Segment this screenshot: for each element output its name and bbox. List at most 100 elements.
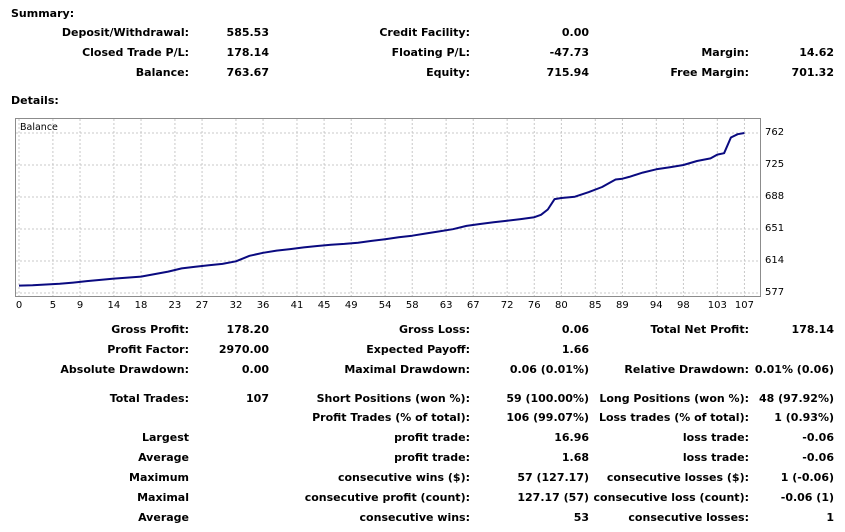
maximum-label: Maximum <box>129 471 189 484</box>
x-tick-label: 54 <box>378 300 392 311</box>
largest-label: Largest <box>142 431 189 444</box>
gross-profit-value: 178.20 <box>226 323 269 336</box>
x-tick-label: 18 <box>134 300 148 311</box>
maximal-consec-loss-value: -0.06 (1) <box>780 491 834 504</box>
margin-value: 14.62 <box>799 46 834 59</box>
gross-loss-label: Gross Loss: <box>399 323 470 336</box>
x-tick-label: 36 <box>256 300 270 311</box>
profit-trades-value: 106 (99.07%) <box>506 411 589 424</box>
average-loss-value: -0.06 <box>802 451 834 464</box>
average-loss-label: loss trade: <box>682 451 749 464</box>
average2-label: Average <box>138 511 189 524</box>
max-consec-losses-value: 1 (-0.06) <box>780 471 834 484</box>
summary-heading: Summary: <box>11 7 75 20</box>
y-tick-label: 762 <box>765 127 785 138</box>
x-tick-label: 80 <box>555 300 568 311</box>
x-tick-label: 5 <box>49 300 57 311</box>
y-tick-label: 577 <box>765 287 785 298</box>
free-margin-label: Free Margin: <box>670 66 749 79</box>
x-tick-label: 23 <box>168 300 182 311</box>
expected-payoff-label: Expected Payoff: <box>366 343 470 356</box>
y-tick-label: 614 <box>765 255 785 266</box>
total-trades-label: Total Trades: <box>109 392 189 405</box>
maximal-drawdown-value: 0.06 (0.01%) <box>509 363 589 376</box>
loss-trades-value: 1 (0.93%) <box>774 411 834 424</box>
max-consec-wins-value: 57 (127.17) <box>517 471 589 484</box>
loss-trades-label: Loss trades (% of total): <box>598 411 749 424</box>
x-tick-label: 98 <box>677 300 690 311</box>
avg-consec-losses-value: 1 <box>826 511 834 524</box>
chart-series-label: Balance <box>20 122 58 133</box>
y-tick-label: 651 <box>765 223 785 234</box>
equity-value: 715.94 <box>546 66 589 79</box>
short-positions-value: 59 (100.00%) <box>506 392 589 405</box>
maximal-consec-loss-label: consecutive loss (count): <box>593 491 749 504</box>
x-tick-label: 89 <box>616 300 629 311</box>
balance-series-line <box>18 132 745 287</box>
x-tick-label: 27 <box>195 300 209 311</box>
profit-factor-value: 2970.00 <box>218 343 269 356</box>
profit-factor-label: Profit Factor: <box>107 343 189 356</box>
profit-trades-label: Profit Trades (% of total): <box>312 411 470 424</box>
balance-chart-plot <box>16 119 760 296</box>
average-profit-label: profit trade: <box>394 451 470 464</box>
x-tick-label: 76 <box>527 300 541 311</box>
total-trades-value: 107 <box>246 392 269 405</box>
closed-trade-pl-value: 178.14 <box>226 46 269 59</box>
absolute-drawdown-label: Absolute Drawdown: <box>60 363 189 376</box>
equity-label: Equity: <box>426 66 470 79</box>
avg-consec-losses-label: consecutive losses: <box>628 511 749 524</box>
x-tick-label: 9 <box>76 300 84 311</box>
balance-value: 763.67 <box>226 66 269 79</box>
maximal-consec-profit-label: consecutive profit (count): <box>304 491 470 504</box>
balance-chart <box>15 118 761 297</box>
x-tick-label: 63 <box>439 300 453 311</box>
absolute-drawdown-value: 0.00 <box>241 363 269 376</box>
x-tick-label: 32 <box>229 300 243 311</box>
long-positions-label: Long Positions (won %): <box>599 392 749 405</box>
average-label: Average <box>138 451 189 464</box>
long-positions-value: 48 (97.92%) <box>758 392 834 405</box>
maximal-drawdown-label: Maximal Drawdown: <box>344 363 470 376</box>
gross-loss-value: 0.06 <box>561 323 589 336</box>
x-tick-label: 85 <box>588 300 602 311</box>
maximal-label: Maximal <box>137 491 189 504</box>
deposit-withdrawal-label: Deposit/Withdrawal: <box>61 26 189 39</box>
relative-drawdown-value: 0.01% (0.06) <box>754 363 834 376</box>
credit-facility-label: Credit Facility: <box>379 26 470 39</box>
x-tick-label: 107 <box>734 300 754 311</box>
x-tick-label: 72 <box>500 300 514 311</box>
x-tick-label: 94 <box>649 300 663 311</box>
floating-pl-label: Floating P/L: <box>391 46 470 59</box>
maximal-consec-profit-value: 127.17 (57) <box>517 491 589 504</box>
y-tick-label: 725 <box>765 159 785 170</box>
x-tick-label: 103 <box>707 300 727 311</box>
expected-payoff-value: 1.66 <box>561 343 589 356</box>
largest-loss-value: -0.06 <box>802 431 834 444</box>
x-tick-label: 41 <box>290 300 304 311</box>
margin-label: Margin: <box>701 46 749 59</box>
total-net-profit-value: 178.14 <box>791 323 834 336</box>
average-profit-value: 1.68 <box>561 451 589 464</box>
x-tick-label: 0 <box>15 300 23 311</box>
x-tick-label: 14 <box>107 300 121 311</box>
balance-label: Balance: <box>135 66 189 79</box>
x-tick-label: 58 <box>405 300 419 311</box>
gross-profit-label: Gross Profit: <box>111 323 189 336</box>
x-tick-label: 45 <box>317 300 331 311</box>
floating-pl-value: -47.73 <box>549 46 589 59</box>
deposit-withdrawal-value: 585.53 <box>226 26 269 39</box>
credit-facility-value: 0.00 <box>561 26 589 39</box>
max-consec-losses-label: consecutive losses ($): <box>606 471 749 484</box>
closed-trade-pl-label: Closed Trade P/L: <box>82 46 189 59</box>
relative-drawdown-label: Relative Drawdown: <box>624 363 749 376</box>
largest-profit-label: profit trade: <box>394 431 470 444</box>
x-tick-label: 49 <box>344 300 358 311</box>
y-tick-label: 688 <box>765 191 785 202</box>
free-margin-value: 701.32 <box>791 66 834 79</box>
details-heading: Details: <box>11 94 59 107</box>
short-positions-label: Short Positions (won %): <box>316 392 470 405</box>
avg-consec-wins-label: consecutive wins: <box>359 511 470 524</box>
max-consec-wins-label: consecutive wins ($): <box>337 471 470 484</box>
x-tick-label: 67 <box>466 300 480 311</box>
